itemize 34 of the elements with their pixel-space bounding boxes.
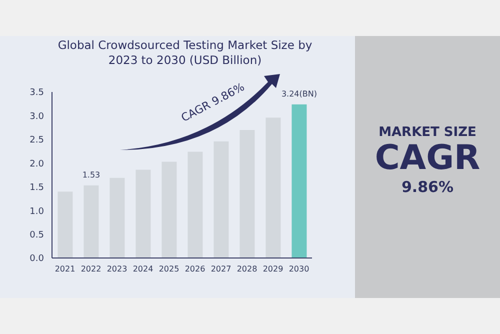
x-tick-label: 2023 bbox=[106, 264, 128, 274]
x-tick-label: 2021 bbox=[54, 264, 76, 274]
bar bbox=[240, 130, 255, 258]
x-tick-label: 2029 bbox=[262, 264, 284, 274]
bar bbox=[188, 152, 203, 258]
x-tick-label: 2030 bbox=[288, 264, 310, 274]
text: CAGR bbox=[374, 138, 482, 178]
data-label: 3.24(BN) bbox=[281, 89, 317, 98]
x-tick-label: 2022 bbox=[80, 264, 102, 274]
bar bbox=[162, 162, 177, 258]
x-tick-label: 2028 bbox=[236, 264, 258, 274]
y-tick-label: 2.0 bbox=[30, 159, 44, 170]
bar bbox=[58, 192, 73, 258]
y-tick-label: 2.5 bbox=[30, 136, 44, 146]
y-tick-label: 1.5 bbox=[30, 183, 44, 194]
x-tick-label: 2026 bbox=[184, 264, 206, 274]
bar bbox=[292, 104, 307, 258]
x-tick-label: 2025 bbox=[158, 264, 180, 274]
bar bbox=[214, 141, 229, 258]
x-tick-label: 2024 bbox=[132, 264, 154, 274]
data-label: 1.53 bbox=[82, 170, 100, 180]
y-tick-label: 0.0 bbox=[30, 254, 44, 264]
y-tick-label: 1.0 bbox=[30, 206, 44, 217]
y-tick-label: 3.5 bbox=[30, 88, 44, 98]
y-tick-label: 3.0 bbox=[30, 112, 44, 122]
bar bbox=[84, 185, 99, 258]
text: MARKET SIZE bbox=[378, 125, 478, 140]
text: 9.86% bbox=[400, 178, 455, 196]
y-tick-label: 0.5 bbox=[30, 230, 44, 240]
bar bbox=[110, 178, 125, 258]
chart-title: Global Crowdsourced Testing Market Size by 2023 to 2030 (USD Billion) bbox=[56, 38, 314, 68]
bar bbox=[136, 170, 151, 258]
x-tick-label: 2027 bbox=[210, 264, 232, 274]
bar bbox=[266, 118, 281, 258]
